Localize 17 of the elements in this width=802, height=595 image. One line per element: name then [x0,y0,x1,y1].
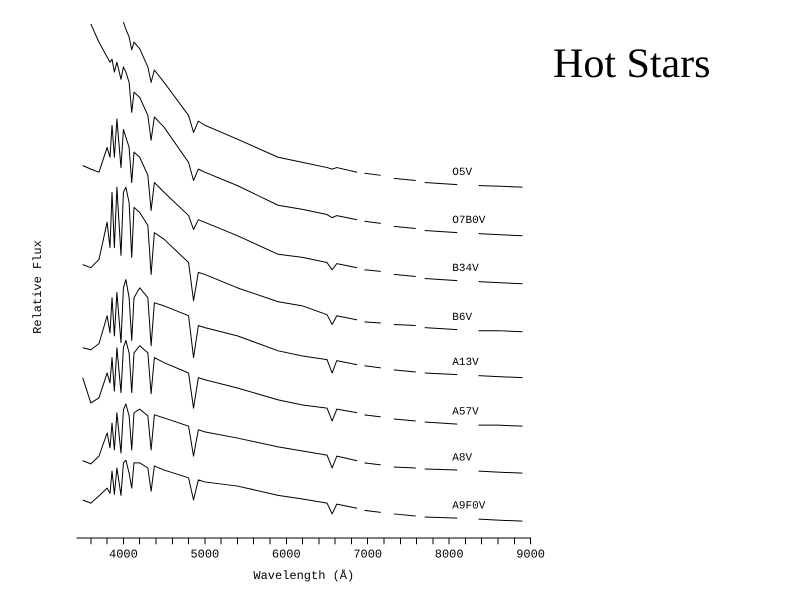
y-axis-title: Relative Flux [31,239,45,336]
text: Hot Stars [553,40,710,88]
x-axis-title: Wavelength (Å) [253,568,354,583]
series-label: A57V [452,406,480,419]
x-tick-label: 4000 [109,548,138,562]
series-label: A13V [452,356,480,369]
series-label: B6V [452,312,473,324]
x-tick-label: 5000 [190,548,220,562]
x-tick-label: 7000 [353,548,382,562]
x-tick-label: 9000 [516,548,546,562]
series-label: O7B0V [452,215,486,228]
x-tick-label: 6000 [272,548,301,562]
series-label: O5V [452,167,473,180]
series-label: A8V [452,452,473,464]
x-tick-label: 8000 [434,548,464,562]
series-label: B34V [452,263,480,276]
series-label: A9F0V [452,500,486,512]
